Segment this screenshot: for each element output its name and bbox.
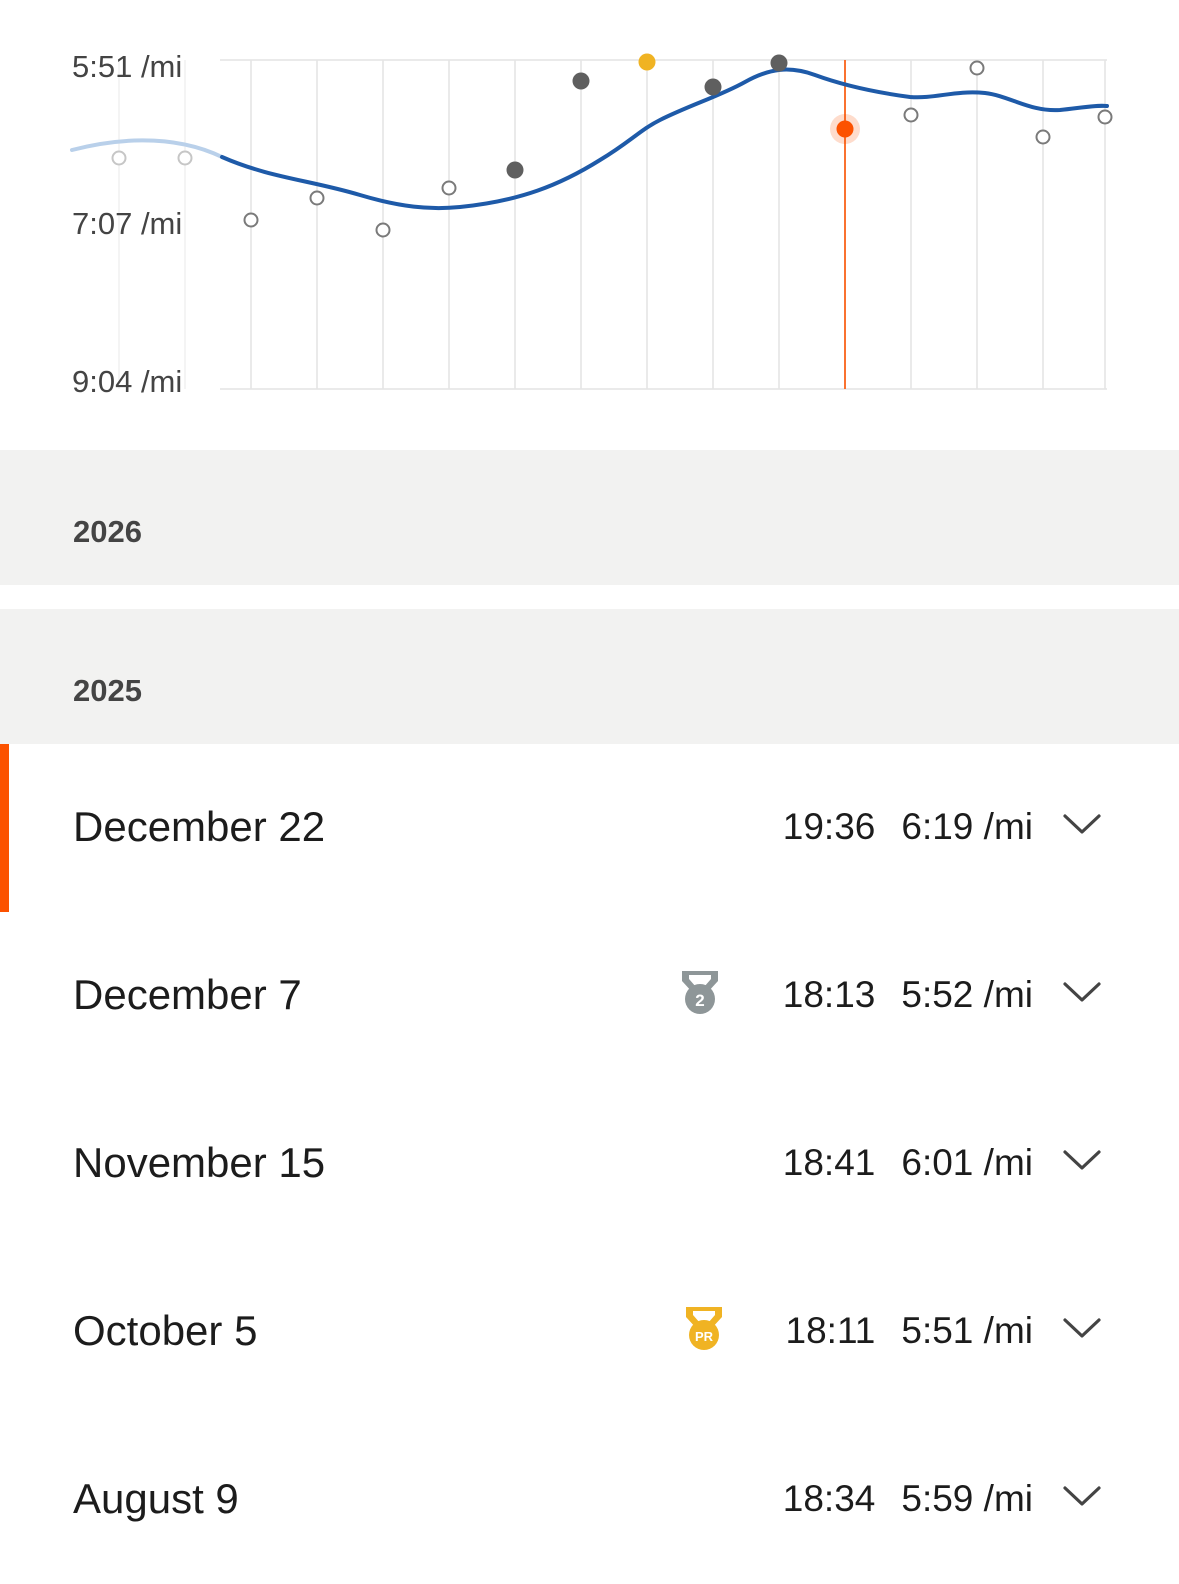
effort-pace: 5:59 /mi <box>901 1478 1033 1519</box>
chart-point <box>704 78 722 96</box>
effort-stats: 19:36 6:19 /mi <box>783 808 1033 845</box>
chart-point-pr <box>638 53 656 71</box>
y-tick-label-top: 5:51 /mi <box>72 49 183 84</box>
effort-date: November 15 <box>73 1139 326 1186</box>
effort-stats: 18:13 5:52 /mi <box>783 976 1033 1013</box>
medal-pr-text: PR <box>695 1329 714 1344</box>
effort-time: 19:36 <box>782 806 876 847</box>
pace-chart-plot[interactable] <box>0 0 1179 450</box>
chart-point <box>572 72 590 90</box>
effort-pace: 6:01 /mi <box>901 1142 1033 1183</box>
effort-date: December 7 <box>73 971 302 1018</box>
effort-time: 18:13 <box>782 974 876 1015</box>
chart-point <box>309 190 325 206</box>
year-label: 2026 <box>73 514 142 549</box>
medal-pr-icon: PR <box>686 1307 722 1350</box>
chart-point <box>903 107 919 123</box>
chart-point <box>441 180 457 196</box>
year-label: 2025 <box>73 673 142 708</box>
effort-stats: 18:34 5:59 /mi <box>783 1480 1033 1517</box>
effort-pace: 5:52 /mi <box>901 974 1033 1015</box>
effort-pace: 6:19 /mi <box>901 806 1033 847</box>
effort-pace: 5:51 /mi <box>901 1310 1033 1351</box>
effort-stats: 18:11 5:51 /mi <box>786 1312 1033 1349</box>
effort-row-december-22[interactable]: December 22 19:36 6:19 /mi <box>0 744 1179 912</box>
effort-row-december-7[interactable]: December 7 2 18:13 5:52 /mi <box>0 912 1179 1080</box>
y-tick-label-middle: 7:07 /mi <box>72 206 183 241</box>
medal-rank-text: 2 <box>695 991 704 1010</box>
chart-point-selected <box>836 120 854 138</box>
effort-time: 18:34 <box>782 1478 876 1519</box>
trend-line <box>220 67 1109 211</box>
chart-point <box>969 60 985 76</box>
trend-line-faded <box>70 138 224 159</box>
pace-chart[interactable]: 5:51 /mi 7:07 /mi 9:04 /mi <box>0 0 1179 450</box>
effort-stats: 18:41 6:01 /mi <box>783 1144 1033 1181</box>
effort-row-november-15[interactable]: November 15 18:41 6:01 /mi <box>0 1080 1179 1248</box>
chart-point <box>375 222 391 238</box>
effort-date: October 5 <box>73 1307 258 1354</box>
chart-point <box>243 212 259 228</box>
chevron-down-icon[interactable] <box>1062 1146 1102 1174</box>
medal-2-icon: 2 <box>682 971 718 1014</box>
effort-time: 18:41 <box>782 1142 876 1183</box>
year-header-2025: 2025 <box>0 609 1179 744</box>
chevron-down-icon[interactable] <box>1062 978 1102 1006</box>
year-header-2026: 2026 <box>0 450 1179 585</box>
chevron-down-icon[interactable] <box>1062 810 1102 838</box>
selected-indicator <box>0 744 9 912</box>
chart-point <box>1035 129 1051 145</box>
effort-date: December 22 <box>73 803 326 850</box>
effort-row-october-5[interactable]: October 5 PR 18:11 5:51 /mi <box>0 1248 1179 1416</box>
effort-time: 18:11 <box>785 1310 876 1351</box>
chart-point <box>1097 109 1113 125</box>
chart-point <box>770 54 788 72</box>
chevron-down-icon[interactable] <box>1062 1314 1102 1342</box>
y-tick-label-bottom: 9:04 /mi <box>72 364 183 399</box>
chart-point <box>111 150 127 166</box>
chevron-down-icon[interactable] <box>1062 1482 1102 1510</box>
chart-point <box>177 150 193 166</box>
effort-row-august-9[interactable]: August 9 18:34 5:59 /mi <box>0 1416 1179 1584</box>
chart-point <box>506 161 524 179</box>
effort-date: August 9 <box>73 1475 239 1522</box>
